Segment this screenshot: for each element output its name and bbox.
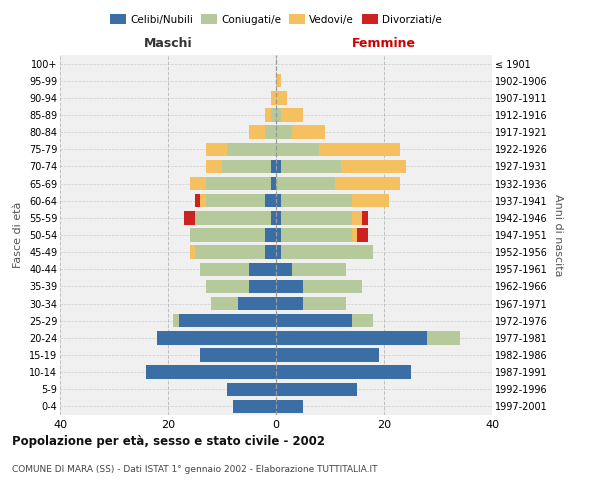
- Bar: [206, 177, 271, 190]
- Text: COMUNE DI MARA (SS) - Dati ISTAT 1° gennaio 2002 - Elaborazione TUTTITALIA.IT: COMUNE DI MARA (SS) - Dati ISTAT 1° genn…: [12, 465, 377, 474]
- Bar: [190, 177, 206, 190]
- Legend: Celibi/Nubili, Coniugati/e, Vedovi/e, Divorziati/e: Celibi/Nubili, Coniugati/e, Vedovi/e, Di…: [106, 10, 446, 29]
- Y-axis label: Anni di nascita: Anni di nascita: [553, 194, 563, 276]
- Bar: [265, 228, 276, 241]
- Bar: [265, 108, 271, 122]
- Bar: [200, 262, 249, 276]
- Bar: [271, 108, 276, 122]
- Bar: [200, 194, 206, 207]
- Bar: [352, 211, 362, 224]
- Bar: [271, 211, 276, 224]
- Bar: [276, 160, 281, 173]
- Bar: [249, 262, 276, 276]
- Bar: [206, 280, 249, 293]
- Bar: [357, 228, 368, 241]
- Bar: [276, 382, 357, 396]
- Bar: [276, 348, 379, 362]
- Bar: [227, 142, 276, 156]
- Bar: [281, 160, 341, 173]
- Bar: [195, 194, 200, 207]
- Bar: [276, 177, 335, 190]
- Bar: [200, 348, 276, 362]
- Bar: [190, 246, 195, 259]
- Text: Femmine: Femmine: [352, 37, 416, 50]
- Bar: [341, 160, 406, 173]
- Bar: [276, 91, 287, 104]
- Bar: [276, 400, 303, 413]
- Bar: [276, 314, 352, 328]
- Bar: [179, 314, 276, 328]
- Bar: [276, 211, 281, 224]
- Bar: [352, 228, 357, 241]
- Bar: [271, 177, 276, 190]
- Bar: [281, 211, 352, 224]
- Bar: [362, 211, 368, 224]
- Bar: [276, 126, 292, 139]
- Bar: [222, 160, 271, 173]
- Bar: [206, 160, 222, 173]
- Bar: [173, 314, 179, 328]
- Bar: [276, 74, 281, 88]
- Bar: [276, 108, 281, 122]
- Bar: [276, 194, 281, 207]
- Bar: [265, 194, 276, 207]
- Bar: [281, 246, 373, 259]
- Text: Popolazione per età, sesso e stato civile - 2002: Popolazione per età, sesso e stato civil…: [12, 435, 325, 448]
- Bar: [238, 297, 276, 310]
- Bar: [265, 246, 276, 259]
- Bar: [233, 400, 276, 413]
- Bar: [265, 126, 276, 139]
- Text: Maschi: Maschi: [143, 37, 193, 50]
- Bar: [249, 280, 276, 293]
- Bar: [427, 331, 460, 344]
- Y-axis label: Fasce di età: Fasce di età: [13, 202, 23, 268]
- Bar: [276, 297, 303, 310]
- Bar: [276, 246, 281, 259]
- Bar: [146, 366, 276, 379]
- Bar: [303, 280, 362, 293]
- Bar: [352, 194, 389, 207]
- Bar: [206, 194, 265, 207]
- Bar: [206, 142, 227, 156]
- Bar: [292, 126, 325, 139]
- Bar: [276, 262, 292, 276]
- Bar: [281, 108, 303, 122]
- Bar: [319, 142, 400, 156]
- Bar: [271, 91, 276, 104]
- Bar: [276, 280, 303, 293]
- Bar: [335, 177, 400, 190]
- Bar: [276, 228, 281, 241]
- Bar: [281, 194, 352, 207]
- Bar: [352, 314, 373, 328]
- Bar: [211, 297, 238, 310]
- Bar: [303, 297, 346, 310]
- Bar: [195, 246, 265, 259]
- Bar: [184, 211, 195, 224]
- Bar: [157, 331, 276, 344]
- Bar: [271, 160, 276, 173]
- Bar: [190, 228, 265, 241]
- Bar: [276, 366, 411, 379]
- Bar: [249, 126, 265, 139]
- Bar: [276, 331, 427, 344]
- Bar: [292, 262, 346, 276]
- Bar: [195, 211, 271, 224]
- Bar: [227, 382, 276, 396]
- Bar: [281, 228, 352, 241]
- Bar: [276, 142, 319, 156]
